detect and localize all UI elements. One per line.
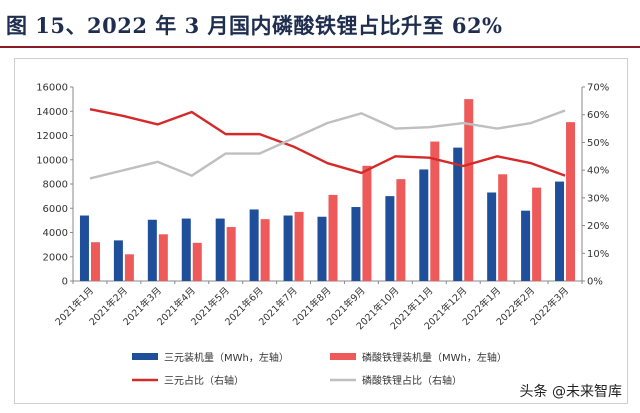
title-divider (0, 46, 640, 48)
watermark-text: 头条 @未来智库 (519, 384, 622, 400)
legend-swatch (330, 353, 356, 360)
lfp-bar (328, 194, 338, 281)
ternary-bar (113, 240, 123, 281)
lfp-bar (430, 141, 440, 281)
lfp-bar (226, 227, 236, 281)
right-tick-label: 20% (587, 221, 609, 232)
lfp-bar (362, 165, 372, 281)
legend-label: 三元装机量（MWh，左轴） (164, 351, 289, 364)
ternary-bar (249, 209, 259, 281)
right-tick-label: 10% (587, 249, 609, 260)
chart-title: 图 15、2022 年 3 月国内磷酸铁锂占比升至 62% (6, 13, 503, 38)
legend-label: 磷酸铁锂占比（右轴） (362, 374, 462, 387)
lfp-bar (498, 174, 508, 281)
left-tick-label: 4000 (43, 228, 68, 239)
right-tick-label: 30% (587, 193, 609, 204)
ternary-bar (351, 207, 361, 281)
ternary-bar (317, 216, 327, 281)
ternary-share-line (89, 107, 566, 177)
ternary-bar (215, 218, 225, 281)
left-tick-label: 0 (62, 277, 68, 288)
left-tick-label: 6000 (43, 204, 68, 215)
legend-swatch (132, 353, 158, 360)
lfp-bar (396, 179, 406, 281)
ternary-bar (79, 215, 89, 281)
lfp-bar (90, 242, 100, 281)
left-tick-label: 14000 (36, 107, 68, 118)
title-bar: 图 15、2022 年 3 月国内磷酸铁锂占比升至 62% (0, 0, 640, 46)
lfp-bar (124, 254, 134, 281)
legend-label: 磷酸铁锂装机量（MWh，左轴） (362, 351, 507, 364)
ternary-bar (453, 147, 463, 281)
lfp-bar (464, 99, 474, 281)
ternary-bar (521, 210, 531, 281)
right-tick-label: 50% (587, 138, 609, 149)
legend-label: 三元占比（右轴） (164, 374, 244, 387)
right-tick-label: 60% (587, 110, 609, 121)
lfp-bar (192, 242, 202, 281)
lfp-share-line (89, 109, 566, 180)
ternary-bar (147, 219, 157, 281)
left-tick-label: 2000 (43, 252, 68, 263)
lfp-bar (566, 122, 576, 281)
right-tick-label: 40% (587, 166, 609, 177)
ternary-bar (385, 196, 395, 281)
left-tick-label: 10000 (36, 155, 68, 166)
ternary-bar (555, 181, 565, 281)
lfp-bar (532, 187, 542, 281)
ternary-bar (181, 218, 191, 281)
left-tick-label: 12000 (36, 131, 68, 142)
watermark: 头条 @未来智库 (520, 381, 622, 401)
right-tick-label: 0% (587, 277, 603, 288)
left-tick-label: 8000 (43, 180, 68, 191)
lfp-bar (158, 234, 168, 281)
ternary-bar (487, 192, 497, 281)
lfp-bar (294, 211, 304, 281)
lfp-bar (260, 219, 270, 281)
ternary-bar (283, 215, 293, 281)
left-tick-label: 16000 (36, 83, 68, 94)
ternary-bar (419, 169, 429, 281)
right-tick-label: 70% (587, 83, 609, 94)
